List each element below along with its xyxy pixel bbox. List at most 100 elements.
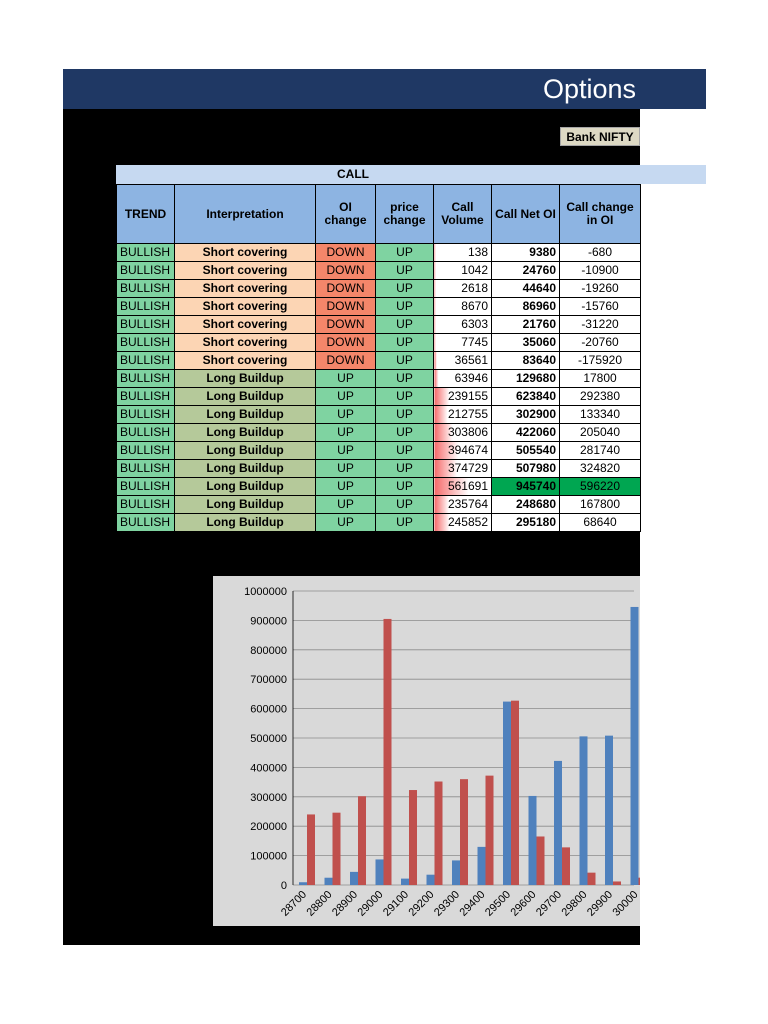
x-tick-label: 29300 [432,889,462,919]
call-net-oi-cell: 505540 [491,441,560,460]
trend-cell: BULLISH [116,441,175,460]
column-header-call-net-oi: Call Net OI [491,184,560,244]
bar [536,836,545,885]
oi-change-cell: DOWN [315,243,376,262]
oi-change-cell: UP [315,369,376,388]
bar [511,700,519,885]
y-tick-label: 200000 [250,821,287,833]
call-change-oi-cell: -10900 [559,261,641,280]
price-change-cell: UP [375,315,434,334]
oi-change-cell: DOWN [315,351,376,370]
call-change-oi-cell: -19260 [559,279,641,298]
interpretation-cell: Short covering [174,333,316,352]
trend-cell: BULLISH [116,423,175,442]
interpretation-cell: Long Buildup [174,441,316,460]
x-tick-label: 28700 [279,889,309,919]
oi-change-cell: UP [315,423,376,442]
call-volume-cell: 8670 [433,297,492,316]
call-change-oi-cell: 281740 [559,441,641,460]
x-tick-label: 29200 [407,889,437,919]
trend-cell: BULLISH [116,513,175,532]
call-change-oi-cell: 133340 [559,405,641,424]
bar [426,874,435,885]
call-net-oi-cell: 35060 [491,333,560,352]
price-change-cell: UP [375,369,434,388]
bar [630,606,639,885]
bar [554,760,562,885]
call-net-oi-cell: 422060 [491,423,560,442]
call-volume-cell: 36561 [433,351,492,370]
call-volume-cell: 245852 [433,513,492,532]
bar [579,736,588,885]
call-net-oi-cell: 295180 [491,513,560,532]
interpretation-cell: Short covering [174,279,316,298]
bar [460,779,468,885]
bar [350,871,358,885]
interpretation-cell: Long Buildup [174,477,316,496]
price-change-cell: UP [375,351,434,370]
x-tick-label: 28900 [330,889,360,919]
x-tick-label: 29000 [356,889,386,919]
interpretation-cell: Long Buildup [174,405,316,424]
call-change-oi-cell: 167800 [559,495,641,514]
table-row: BULLISH Short covering DOWN UP 8670 86960 -157… [116,297,641,316]
bar [638,877,640,885]
table-row: BULLISH Long Buildup UP UP 63946 129680 17800 [116,369,641,388]
price-change-cell: UP [375,387,434,406]
interpretation-cell: Short covering [174,315,316,334]
oi-change-cell: DOWN [315,279,376,298]
y-tick-label: 100000 [250,851,287,863]
column-header-call-change-in-oi: Call change in OI [559,184,641,244]
table-row: BULLISH Long Buildup UP UP 561691 945740 59622… [116,477,641,496]
bar [477,846,486,885]
x-tick-label: 30000 [611,889,640,919]
trend-cell: BULLISH [116,243,175,262]
call-volume-cell: 374729 [433,459,492,478]
call-volume-cell: 7745 [433,333,492,352]
interpretation-cell: Long Buildup [174,513,316,532]
interpretation-cell: Long Buildup [174,387,316,406]
interpretation-cell: Long Buildup [174,459,316,478]
y-tick-label: 0 [281,880,287,892]
interpretation-cell: Long Buildup [174,423,316,442]
call-net-oi-cell: 44640 [491,279,560,298]
x-tick-label: 28800 [305,889,335,919]
table-row: BULLISH Long Buildup UP UP 239155 623840 29238… [116,387,641,406]
price-change-cell: UP [375,441,434,460]
price-change-cell: UP [375,261,434,280]
column-header-oi-change: OI change [315,184,376,244]
symbol-badge: Bank NIFTY [560,127,640,146]
bar [324,877,333,885]
price-change-cell: UP [375,477,434,496]
price-change-cell: UP [375,405,434,424]
x-tick-label: 29900 [585,889,615,919]
y-tick-label: 300000 [250,792,287,804]
oi-change-cell: DOWN [315,315,376,334]
call-change-oi-cell: -175920 [559,351,641,370]
bar [528,795,537,885]
call-volume-cell: 394674 [433,441,492,460]
call-volume-cell: 2618 [433,279,492,298]
price-change-cell: UP [375,279,434,298]
call-change-oi-cell: 68640 [559,513,641,532]
table-row: BULLISH Long Buildup UP UP 212755 302900 13334… [116,405,641,424]
y-tick-label: 900000 [250,615,287,627]
call-volume-cell: 138 [433,243,492,262]
oi-change-cell: DOWN [315,333,376,352]
interpretation-cell: Short covering [174,243,316,262]
bar-chart: 0 100000 200000 300000 400000 500000 600000 700… [244,586,640,919]
options-table: TREND Interpretation OI change price cha… [116,184,641,532]
interpretation-cell: Long Buildup [174,495,316,514]
table-row: BULLISH Short covering DOWN UP 138 9380 -680 [116,243,641,262]
call-net-oi-cell: 9380 [491,243,560,262]
table-row: BULLISH Long Buildup UP UP 235764 248680 16780… [116,495,641,514]
call-net-oi-cell: 248680 [491,495,560,514]
y-tick-label: 600000 [250,704,287,716]
call-volume-cell: 239155 [433,387,492,406]
trend-cell: BULLISH [116,351,175,370]
bar [307,814,315,885]
call-net-oi-cell: 21760 [491,315,560,334]
oi-change-cell: UP [315,513,376,532]
table-row: BULLISH Long Buildup UP UP 394674 505540 28174… [116,441,641,460]
chart-area: 0 100000 200000 300000 400000 500000 600000 700… [213,576,640,926]
